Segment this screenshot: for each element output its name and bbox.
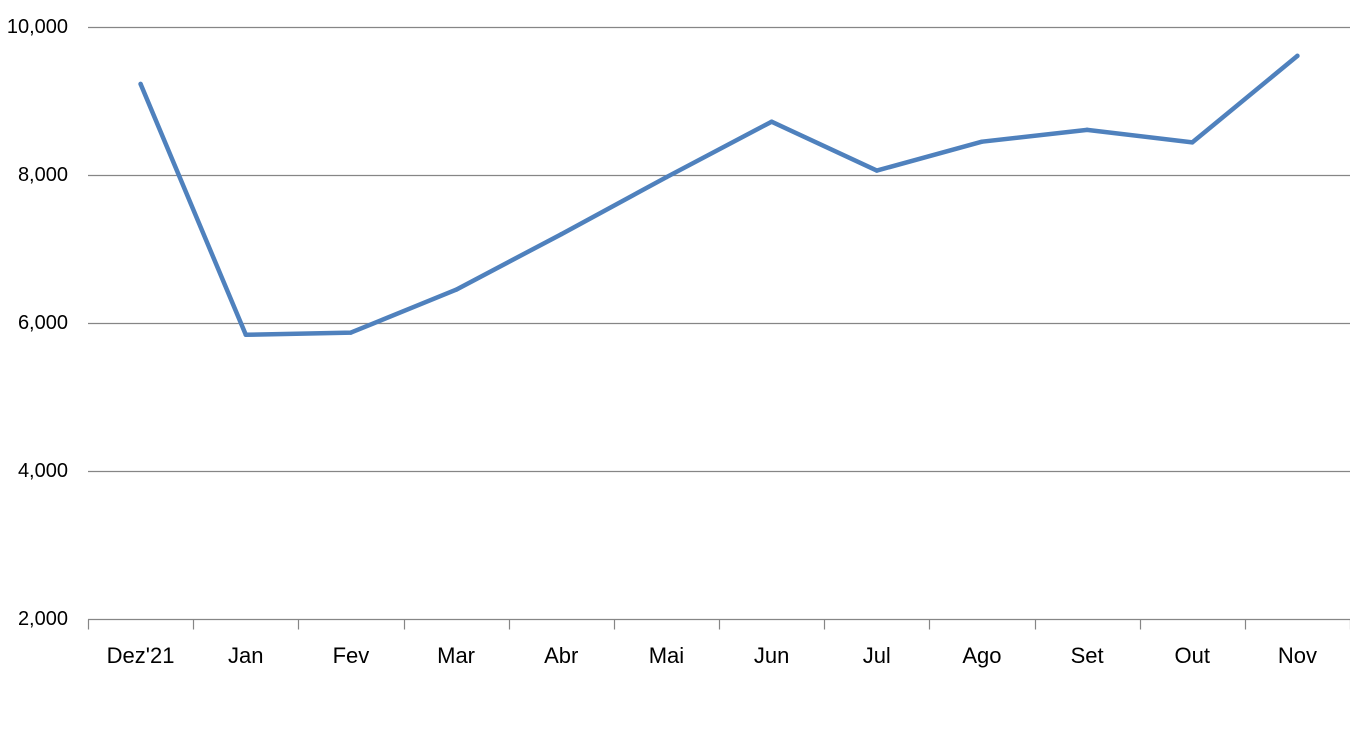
- x-tick-label: Dez'21: [107, 643, 175, 668]
- axes: [87, 618, 1350, 630]
- x-tick-label: Jul: [863, 643, 891, 668]
- x-tick-label: Nov: [1278, 643, 1317, 668]
- data-point: [874, 168, 879, 173]
- x-tick-label: Abr: [544, 643, 578, 668]
- data-point: [1190, 140, 1195, 145]
- series-line-0: [138, 53, 1300, 338]
- x-tick-label: Jan: [228, 643, 263, 668]
- gridlines: [88, 26, 1350, 473]
- y-tick-label: 10,000: [7, 16, 68, 38]
- data-point: [1295, 53, 1300, 59]
- data-point: [559, 232, 564, 237]
- data-point: [769, 119, 774, 124]
- y-tick-label: 6,000: [18, 312, 68, 334]
- x-tick-label: Mar: [437, 643, 475, 668]
- x-tick-label: Set: [1071, 643, 1104, 668]
- x-tick-label: Ago: [962, 643, 1001, 668]
- x-tick-label: Fev: [333, 643, 370, 668]
- data-point: [1084, 127, 1090, 133]
- data-point: [453, 287, 459, 292]
- y-tick-label: 4,000: [18, 460, 68, 482]
- y-axis-tick-labels: 2,000 4,000 6,000 8,000 10,000: [7, 16, 68, 630]
- y-tick-label: 8,000: [18, 164, 68, 186]
- x-tick-label: Out: [1175, 643, 1210, 668]
- x-axis-tick-labels: Dez'21 Jan Fev Mar Abr Mai Jun Jul Ago Set Out Nov: [107, 643, 1317, 668]
- y-tick-label: 2,000: [18, 608, 68, 630]
- data-point: [243, 332, 248, 338]
- x-tick-label: Jun: [754, 643, 789, 668]
- x-tick-label: Mai: [649, 643, 684, 668]
- data-point: [138, 81, 143, 87]
- data-point: [664, 175, 669, 180]
- data-point: [979, 139, 985, 144]
- data-point: [348, 330, 354, 335]
- series-layer: [138, 53, 1300, 338]
